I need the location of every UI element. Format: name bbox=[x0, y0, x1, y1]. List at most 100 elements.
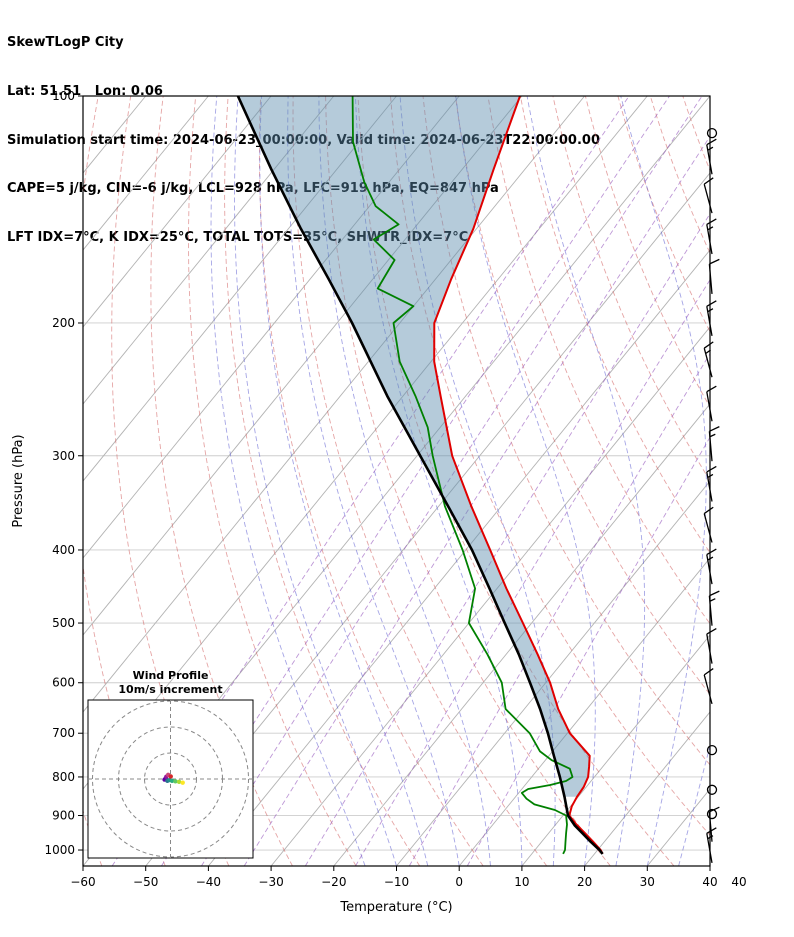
dry-adiabat-line bbox=[649, 96, 710, 255]
isotherm-line bbox=[83, 96, 272, 328]
wind-barb-staff bbox=[708, 263, 713, 294]
calm-wind-icon bbox=[706, 808, 718, 820]
wind-barb-flag bbox=[709, 258, 720, 265]
moist-adiabat-line bbox=[455, 96, 596, 866]
dry-adiabat-line bbox=[455, 96, 710, 696]
wind-barb-staff bbox=[703, 513, 713, 543]
y-tick-label: 700 bbox=[52, 726, 75, 740]
x-extra-tick-label: 40 bbox=[731, 875, 746, 889]
isotherm-line bbox=[709, 865, 710, 866]
wind-barb-flag bbox=[709, 426, 720, 432]
hodograph-subtitle: 10m/s increment bbox=[118, 683, 222, 696]
hodograph-point bbox=[180, 780, 185, 785]
wind-barb-flag bbox=[709, 590, 720, 597]
wind-barb-halfflag bbox=[707, 146, 714, 151]
x-tick-label: −60 bbox=[70, 875, 95, 889]
y-tick-label: 900 bbox=[52, 809, 75, 823]
isotherm-line bbox=[83, 96, 397, 482]
header-indices-line: LFT IDX=7°C, K IDX=25°C, TOTAL TOTS=35°C… bbox=[7, 229, 469, 245]
parcel-curve bbox=[236, 96, 604, 855]
y-tick-label: 300 bbox=[52, 449, 75, 463]
wind-barb-halfflag bbox=[709, 598, 716, 602]
x-tick-label: 10 bbox=[514, 875, 529, 889]
isotherm-line bbox=[458, 557, 710, 866]
x-tick-label: −50 bbox=[133, 875, 158, 889]
wind-barb-flag bbox=[703, 177, 714, 185]
wind-barb-flag bbox=[706, 628, 717, 635]
axes: −60 −50 −40 −30 −20 −10 0 10 20 30 40 40 100 200 300 40… bbox=[11, 89, 747, 915]
moist-adiabat-line bbox=[620, 96, 707, 866]
dry-adiabat-line bbox=[617, 96, 710, 333]
wind-barb-flag bbox=[706, 218, 717, 225]
x-tick-label: −10 bbox=[384, 875, 409, 889]
y-tick-label: 200 bbox=[52, 316, 75, 330]
y-axis-label: Pressure (hPa) bbox=[11, 434, 26, 527]
dry-adiabat-line bbox=[390, 96, 710, 836]
wind-barb-halfflag bbox=[709, 433, 716, 438]
y-tick-label: 100 bbox=[52, 89, 75, 103]
wind-barb-staff bbox=[706, 633, 713, 664]
isotherm-line bbox=[584, 711, 710, 866]
y-tick-label: 400 bbox=[52, 543, 75, 557]
wind-barb-halfflag bbox=[707, 556, 714, 561]
moist-adiabat-line bbox=[678, 743, 710, 866]
x-tick-label: −40 bbox=[196, 875, 221, 889]
dry-adiabat-line bbox=[715, 96, 794, 866]
isotherm-line bbox=[83, 96, 335, 405]
mixing-ratio-line bbox=[243, 135, 710, 866]
y-tick-label: 800 bbox=[52, 770, 75, 784]
moist-adiabat-line bbox=[355, 96, 523, 866]
isotherm-line bbox=[646, 788, 710, 866]
y-tick-label: 1000 bbox=[44, 843, 75, 857]
dry-adiabat-line bbox=[422, 96, 710, 766]
isotherm-line bbox=[83, 96, 585, 713]
wind-barb-flag bbox=[703, 341, 714, 349]
wind-barb-flag bbox=[709, 806, 720, 813]
calm-wind-icon bbox=[706, 127, 718, 139]
cape-shading bbox=[237, 96, 590, 797]
isotherm-line bbox=[83, 96, 523, 636]
moist-adiabat-line bbox=[259, 96, 429, 866]
wind-barb-flag bbox=[706, 548, 717, 556]
wind-barb-flag bbox=[706, 138, 717, 146]
wind-barb-staff bbox=[706, 391, 713, 422]
wind-barb-staff bbox=[703, 183, 713, 214]
isotherm-line bbox=[521, 634, 710, 866]
x-tick-label: 20 bbox=[577, 875, 592, 889]
moist-adiabat-line bbox=[210, 96, 366, 866]
y-tick-label: 500 bbox=[52, 616, 75, 630]
dry-adiabat-line bbox=[519, 96, 710, 554]
dry-adiabat-line bbox=[487, 96, 710, 625]
wind-barb-halfflag bbox=[707, 473, 714, 478]
y-tick-label: 600 bbox=[52, 676, 75, 690]
dry-adiabat-line bbox=[552, 96, 710, 482]
wind-barb-flag bbox=[706, 385, 717, 393]
calm-wind-icon bbox=[706, 784, 718, 795]
wind-barb-flag bbox=[703, 668, 714, 676]
page-title: SkewTLogP City bbox=[7, 35, 124, 51]
hodograph-point bbox=[168, 774, 173, 779]
isotherm-line bbox=[333, 403, 710, 866]
hodograph-point bbox=[169, 778, 175, 784]
x-tick-label: −20 bbox=[321, 875, 346, 889]
wind-barb-halfflag bbox=[707, 308, 714, 313]
profile-curves bbox=[236, 96, 604, 855]
dry-adiabat-line bbox=[224, 96, 421, 866]
isotherm-line bbox=[396, 480, 710, 866]
mixing-ratio-line bbox=[304, 213, 710, 866]
wind-barb-halfflag bbox=[707, 226, 714, 231]
dry-adiabat-line bbox=[188, 96, 357, 866]
dewpoint-curve bbox=[351, 96, 574, 855]
wind-barb-halfflag bbox=[707, 835, 714, 840]
hodograph-title: Wind Profile bbox=[133, 669, 209, 682]
calm-wind-icon bbox=[706, 744, 718, 756]
wind-barb-flag bbox=[706, 827, 717, 834]
x-tick-label: 30 bbox=[640, 875, 655, 889]
hodograph-point bbox=[176, 779, 182, 785]
moist-adiabat-line bbox=[318, 96, 491, 866]
dry-adiabat-line bbox=[584, 96, 710, 408]
dry-adiabat-line bbox=[325, 96, 611, 866]
isotherm-line bbox=[83, 96, 460, 559]
